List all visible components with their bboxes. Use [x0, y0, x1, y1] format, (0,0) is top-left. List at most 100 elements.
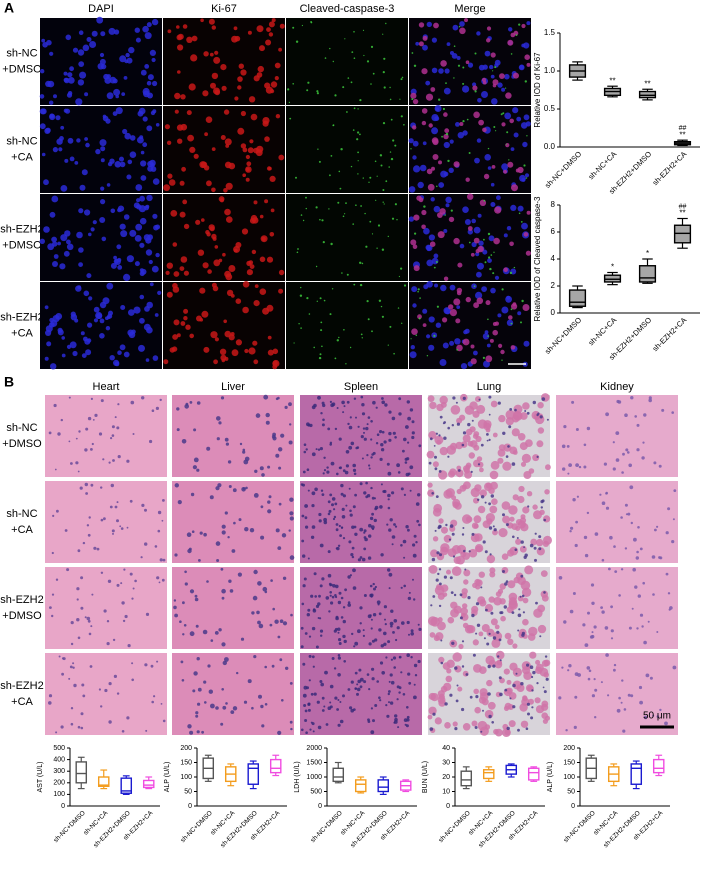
y-tick-label: 50: [184, 788, 192, 795]
image-texture: [503, 267, 509, 273]
micrograph: [39, 194, 162, 281]
image-texture: [664, 721, 668, 726]
image-texture: [522, 402, 530, 410]
image-texture: [103, 609, 107, 613]
image-texture: [157, 529, 161, 533]
image-texture: [270, 208, 275, 213]
image-texture: [261, 473, 265, 477]
image-texture: [312, 665, 315, 668]
image-texture: [139, 242, 145, 248]
image-texture: [406, 620, 410, 625]
image-texture: [338, 642, 342, 645]
image-texture: [379, 505, 383, 509]
image-texture: [215, 706, 219, 710]
image-texture: [54, 468, 57, 471]
image-texture: [150, 664, 154, 668]
image-texture: [447, 159, 450, 163]
image-texture: [158, 581, 161, 584]
image-texture: [403, 124, 405, 126]
image-texture: [303, 443, 307, 447]
image-texture: [349, 416, 352, 419]
image-texture: [358, 668, 362, 672]
image-texture: [594, 688, 598, 692]
image-texture: [412, 303, 417, 308]
image-texture: [307, 608, 311, 612]
image-texture: [526, 491, 533, 497]
image-texture: [455, 318, 461, 324]
image-texture: [436, 185, 438, 188]
image-texture: [457, 132, 464, 139]
image-texture: [427, 482, 433, 488]
image-texture: [63, 77, 69, 83]
image-texture: [364, 212, 366, 215]
image-texture: [437, 526, 441, 530]
image-texture: [320, 489, 324, 492]
image-texture: [334, 357, 337, 360]
image-texture: [428, 123, 433, 128]
image-texture: [426, 168, 433, 175]
image-texture: [506, 131, 509, 134]
image-texture: [214, 631, 219, 635]
image-texture: [489, 470, 499, 480]
image-texture: [388, 410, 392, 414]
image-texture: [359, 482, 363, 486]
image-texture: [672, 665, 677, 670]
image-texture: [577, 673, 581, 677]
image-texture: [311, 504, 315, 508]
image-texture: [176, 25, 180, 29]
image-texture: [307, 708, 311, 712]
image-texture: [350, 708, 355, 713]
image-texture: [343, 660, 347, 663]
image-texture: [462, 85, 470, 93]
image-texture: [525, 727, 529, 730]
image-texture: [418, 22, 425, 28]
image-texture: [621, 679, 624, 682]
image-texture: [443, 534, 452, 543]
image-texture: [526, 411, 530, 415]
image-texture: [487, 318, 489, 321]
y-tick-label: 8: [551, 200, 556, 209]
image-texture: [382, 201, 384, 203]
image-texture: [521, 453, 532, 463]
image-texture: [131, 597, 134, 600]
image-texture: [525, 121, 531, 127]
image-texture: [362, 177, 364, 179]
image-texture: [517, 205, 524, 212]
image-texture: [281, 533, 287, 538]
image-texture: [374, 638, 378, 642]
image-texture: [300, 626, 304, 630]
image-texture: [458, 25, 461, 28]
image-texture: [538, 535, 542, 539]
image-texture: [124, 614, 128, 619]
image-texture: [459, 243, 465, 249]
image-texture: [502, 513, 505, 517]
image-texture: [446, 668, 452, 674]
image-texture: [584, 643, 589, 647]
image-texture: [319, 353, 322, 356]
image-texture: [347, 688, 351, 691]
image-texture: [214, 337, 219, 342]
image-texture: [337, 699, 340, 701]
image-texture: [123, 273, 131, 281]
image-texture: [112, 459, 115, 462]
image-texture: [502, 461, 512, 471]
column-header: Heart: [93, 381, 120, 393]
image-texture: [411, 52, 414, 54]
x-tick-label: sh-NC+DMSO: [309, 810, 343, 844]
image-texture: [466, 118, 469, 121]
image-texture: [129, 229, 137, 237]
image-texture: [205, 116, 213, 123]
image-texture: [567, 669, 570, 672]
image-texture: [521, 633, 525, 637]
image-texture: [412, 553, 417, 558]
image-texture: [469, 401, 478, 410]
image-texture: [90, 397, 93, 400]
image-texture: [354, 532, 358, 536]
image-texture: [461, 484, 467, 490]
image-texture: [504, 582, 508, 586]
image-texture: [328, 509, 332, 513]
image-texture: [251, 611, 255, 615]
image-texture: [315, 206, 318, 209]
y-tick-label: 100: [180, 774, 192, 781]
image-texture: [63, 71, 68, 76]
